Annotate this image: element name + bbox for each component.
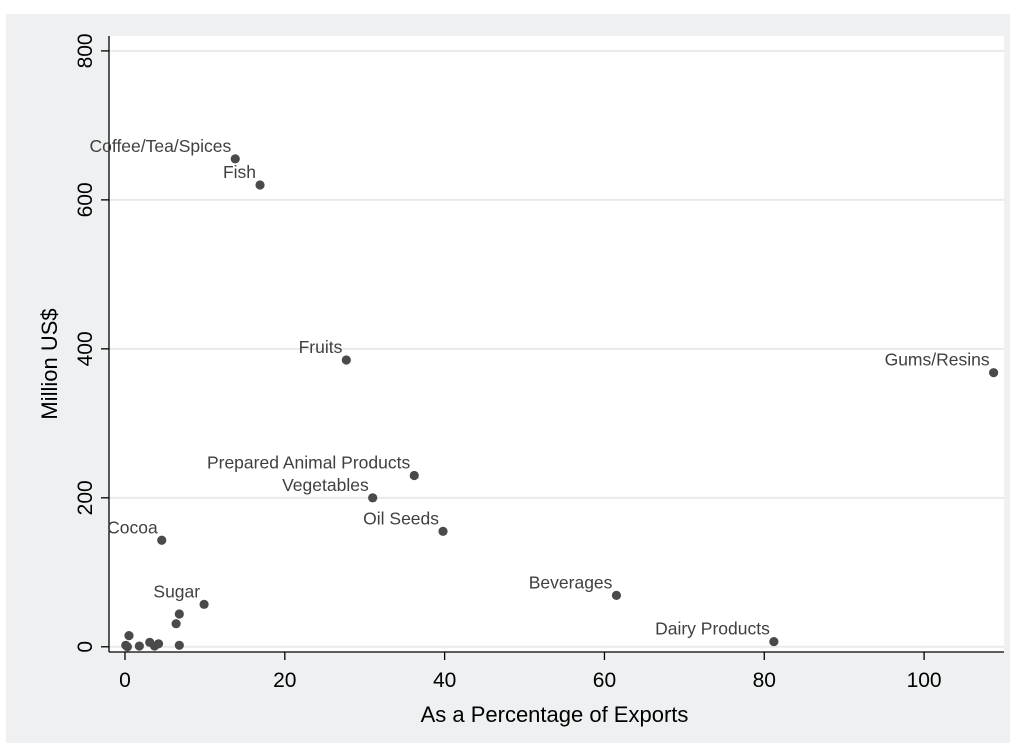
data-point bbox=[769, 636, 779, 647]
data-point bbox=[134, 641, 144, 651]
y-tick-label: 600 bbox=[74, 182, 97, 217]
data-point bbox=[611, 590, 622, 600]
x-tick-label: 80 bbox=[753, 669, 776, 692]
plot-background bbox=[109, 36, 1004, 652]
point-label: Vegetables bbox=[282, 475, 369, 495]
data-point bbox=[124, 631, 134, 641]
point-label: Beverages bbox=[529, 572, 613, 592]
data-point bbox=[341, 355, 351, 365]
data-points: Coffee/Tea/Spices Fish Fruits Gums/Resins Pr… bbox=[90, 136, 999, 652]
data-point bbox=[171, 619, 181, 629]
data-point bbox=[368, 493, 378, 503]
data-point bbox=[989, 368, 999, 378]
data-point bbox=[255, 180, 265, 190]
x-tick-label: 100 bbox=[907, 669, 942, 692]
data-point bbox=[199, 599, 209, 609]
data-point bbox=[438, 526, 448, 536]
data-point bbox=[174, 640, 184, 650]
point-label: Fish bbox=[223, 162, 256, 182]
data-point bbox=[230, 154, 240, 164]
data-point bbox=[157, 535, 167, 545]
x-tick-label: 60 bbox=[593, 669, 616, 692]
point-label: Oil Seeds bbox=[363, 508, 439, 528]
axes: 0 20 40 60 80 100 0 200 400 600 800 bbox=[74, 33, 1004, 692]
point-label: Fruits bbox=[299, 337, 343, 357]
point-label: Prepared Animal Products bbox=[207, 452, 411, 472]
y-tick-label: 200 bbox=[74, 480, 97, 515]
x-tick-label: 0 bbox=[119, 669, 131, 692]
x-tick-label: 20 bbox=[273, 669, 296, 692]
point-label: Sugar bbox=[153, 581, 200, 601]
y-tick-label: 800 bbox=[74, 33, 97, 68]
x-tick-label: 40 bbox=[433, 669, 456, 692]
point-label: Cocoa bbox=[107, 517, 158, 537]
data-point bbox=[153, 639, 164, 649]
y-tick-label: 400 bbox=[74, 331, 97, 366]
point-label: Dairy Products bbox=[655, 619, 770, 639]
grid-lines bbox=[109, 49, 1004, 648]
y-axis-title: Million US$ bbox=[37, 308, 62, 419]
point-label: Gums/Resins bbox=[885, 350, 990, 370]
x-axis-title: As a Percentage of Exports bbox=[421, 702, 689, 727]
y-tick-label: 0 bbox=[74, 641, 97, 653]
data-point bbox=[174, 609, 184, 619]
data-point bbox=[409, 470, 419, 481]
point-label: Coffee/Tea/Spices bbox=[90, 136, 232, 156]
data-point bbox=[122, 642, 132, 652]
